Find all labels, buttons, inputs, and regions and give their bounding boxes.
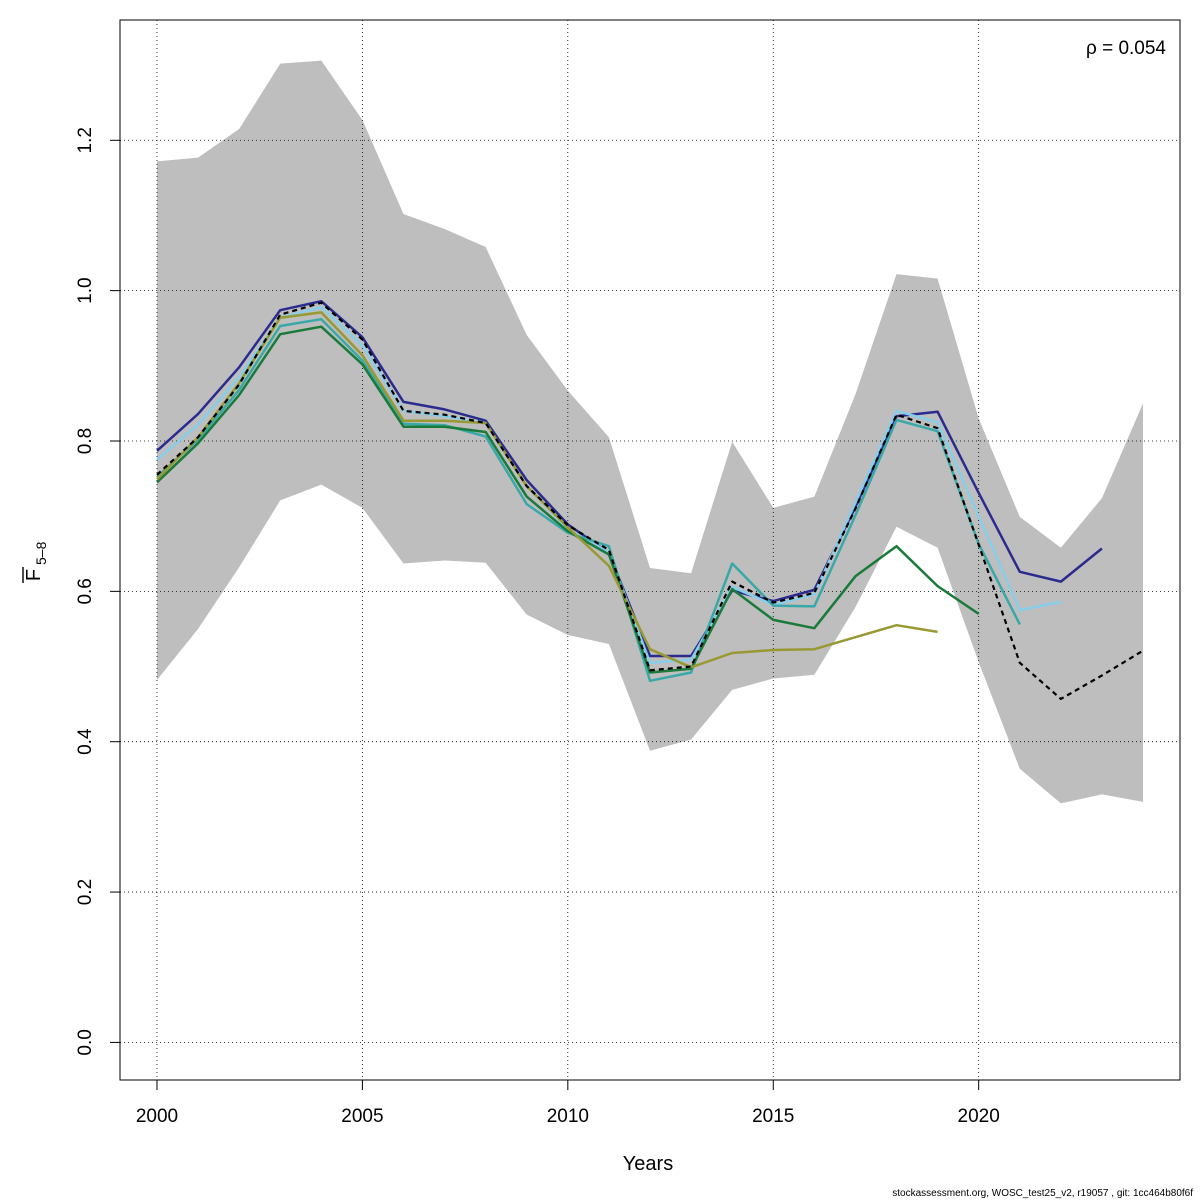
y-tick-label-5: 1.0: [75, 277, 96, 303]
y-axis-title-sub: 5–8: [33, 541, 49, 565]
x-tick-label-2: 2010: [547, 1106, 589, 1127]
series-line-2: [156, 317, 1021, 683]
y-axis-title-main: F: [23, 569, 45, 581]
grid-layer: [120, 20, 1180, 1080]
y-tick-label-6: 1.2: [75, 127, 96, 153]
rho-annotation: ρ = 0.054: [1086, 38, 1166, 59]
footer-credit: stockassessment.org, WOSC_test25_v2, r19…: [892, 1188, 1193, 1199]
x-tick-label-1: 2005: [341, 1106, 383, 1127]
series-line-3: [156, 325, 980, 674]
series-line-5: [156, 301, 1144, 700]
x-axis-title: Years: [623, 1153, 673, 1175]
svg-text:5–8: 5–8: [33, 541, 49, 565]
y-tick-label-2: 0.4: [75, 728, 96, 755]
y-tick-label-4: 0.8: [75, 428, 96, 454]
confidence-band: [156, 60, 1144, 804]
y-tick-label-1: 0.2: [75, 879, 96, 905]
plot-frame: [119, 19, 1181, 1081]
y-tick-label-0: 0.0: [75, 1029, 96, 1055]
y-axis-title: F 5–8: [22, 541, 49, 583]
series-layer: [156, 299, 1144, 700]
axis-layer: 2000 2005 2010 2015 2020 0.0 0.2 0.4 0.6 0.8 1.0 1.…: [75, 127, 1000, 1127]
x-tick-label-0: 2000: [136, 1106, 178, 1127]
x-tick-label-3: 2015: [752, 1106, 794, 1127]
confidence-band-layer: [156, 60, 1144, 804]
y-tick-label-3: 0.6: [75, 578, 96, 604]
x-tick-label-4: 2020: [958, 1106, 1000, 1127]
svg-text:F: F: [23, 569, 45, 581]
